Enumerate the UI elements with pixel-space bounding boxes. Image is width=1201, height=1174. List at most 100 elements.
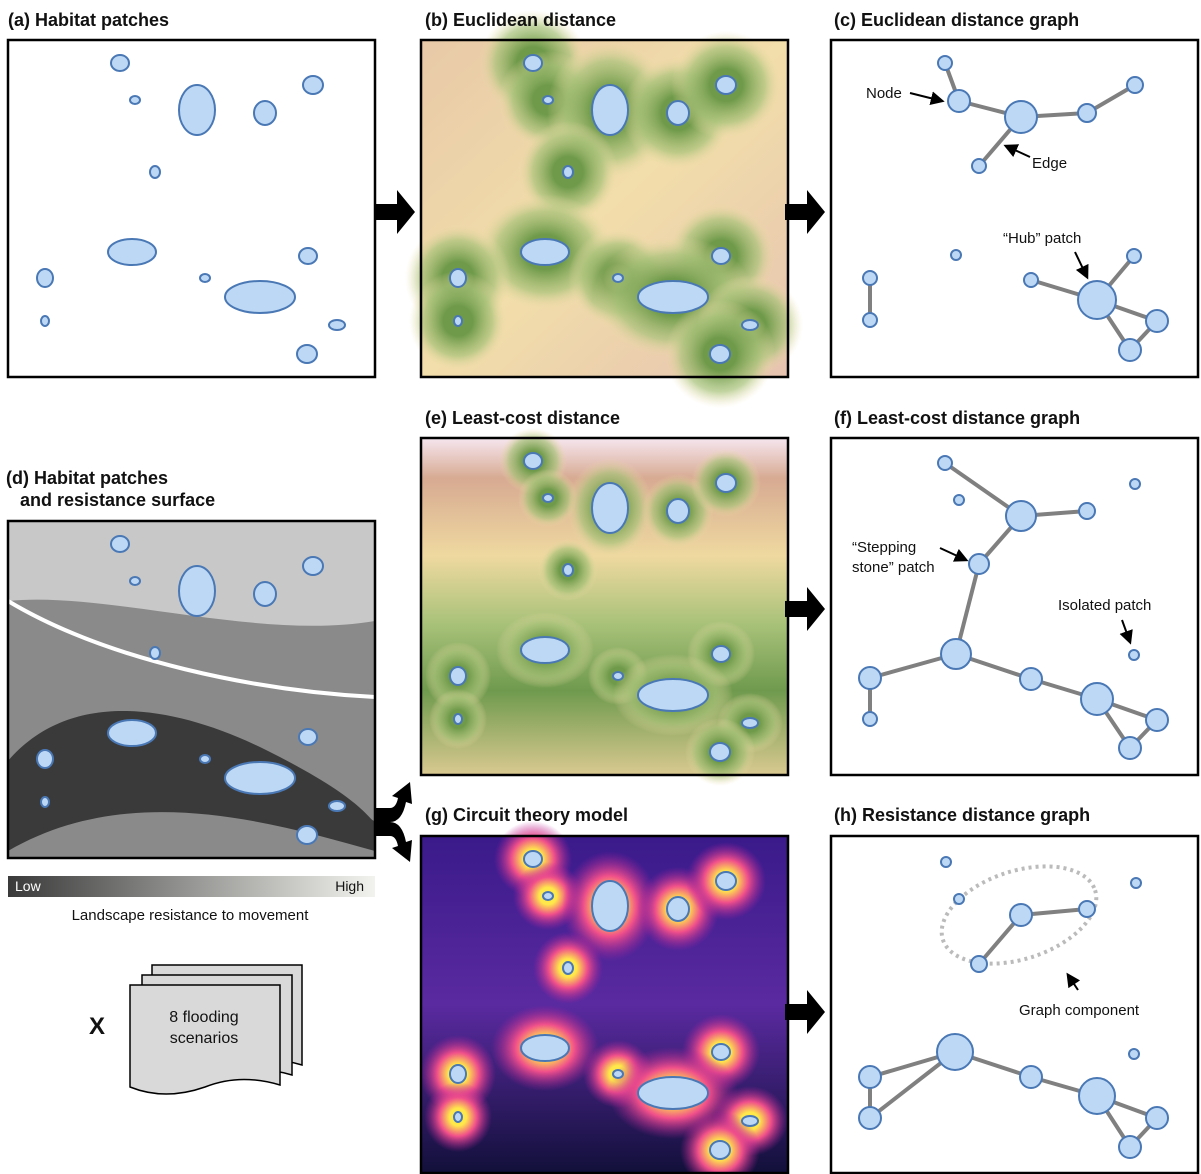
habitat-patch [592, 881, 628, 931]
graph-node [1129, 1049, 1139, 1059]
habitat-patch [710, 345, 730, 363]
habitat-patch [303, 557, 323, 575]
habitat-patch [742, 718, 758, 728]
habitat-patch [225, 762, 295, 794]
panel-title-text: Habitat patches [35, 10, 169, 30]
graph-node [1078, 281, 1116, 319]
panel-title: (e) Least-cost distance [425, 408, 620, 428]
legend-caption: Landscape resistance to movement [72, 907, 310, 924]
graph-node [1081, 683, 1113, 715]
habitat-patch [41, 797, 49, 807]
graph-node [972, 159, 986, 173]
habitat-patch [710, 743, 730, 761]
flow-arrow [785, 190, 825, 234]
panel-title: (c) Euclidean distance graph [834, 10, 1079, 30]
legend-low: Low [15, 878, 42, 894]
habitat-patch [454, 1112, 462, 1122]
habitat-patch [592, 483, 628, 533]
annotation: stone” patch [852, 559, 935, 576]
graph-node [863, 271, 877, 285]
habitat-patch [563, 962, 573, 974]
graph-node [1127, 249, 1141, 263]
panel-label: (e) [425, 408, 447, 428]
panel-label: (f) [834, 408, 852, 428]
graph-node [1129, 650, 1139, 660]
graph-node [1146, 310, 1168, 332]
panel-title: and resistance surface [20, 490, 215, 510]
habitat-patch [524, 55, 542, 71]
graph-node [1079, 1078, 1115, 1114]
graph-node [863, 712, 877, 726]
habitat-patch [638, 1077, 708, 1109]
panel-title-text: Least-cost distance graph [857, 408, 1080, 428]
habitat-patch [299, 729, 317, 745]
panel-label: (g) [425, 805, 448, 825]
graph-node [1006, 501, 1036, 531]
habitat-patch [592, 85, 628, 135]
habitat-patch [710, 1141, 730, 1159]
habitat-patch [108, 239, 156, 265]
graph-node [1119, 1136, 1141, 1158]
panel-background [831, 836, 1198, 1173]
graph-node [951, 250, 961, 260]
habitat-patch [297, 826, 317, 844]
habitat-patch [297, 345, 317, 363]
habitat-patch [613, 672, 623, 680]
habitat-patch [329, 320, 345, 330]
habitat-patch [450, 667, 466, 685]
panel-title: (d) Habitat patches [6, 468, 168, 488]
habitat-patch [454, 316, 462, 326]
habitat-patch [638, 679, 708, 711]
habitat-patch [254, 101, 276, 125]
habitat-patch [111, 536, 129, 552]
graph-node [1020, 1066, 1042, 1088]
habitat-patch [667, 101, 689, 125]
graph-node [938, 456, 952, 470]
habitat-patch [303, 76, 323, 94]
graph-node [1079, 901, 1095, 917]
habitat-patch [712, 248, 730, 264]
graph-node [1119, 737, 1141, 759]
habitat-patch [613, 274, 623, 282]
graph-node [1130, 479, 1140, 489]
panel-title: (a) Habitat patches [8, 10, 169, 30]
habitat-patch [200, 274, 210, 282]
scenario-text: 8 flooding [169, 1009, 238, 1026]
flow-arrow [375, 190, 415, 234]
habitat-patch [254, 582, 276, 606]
habitat-patch [742, 1116, 758, 1126]
habitat-patch [150, 166, 160, 178]
habitat-patch [130, 577, 140, 585]
habitat-patch [563, 564, 573, 576]
panel-label: (c) [834, 10, 856, 30]
habitat-patch [111, 55, 129, 71]
graph-node [1119, 339, 1141, 361]
annotation: Edge [1032, 155, 1067, 172]
panel-label: (b) [425, 10, 448, 30]
panel-title-text: Euclidean distance graph [861, 10, 1079, 30]
habitat-patch [37, 269, 53, 287]
habitat-patch [716, 474, 736, 492]
habitat-patch [524, 851, 542, 867]
graph-node [1131, 878, 1141, 888]
fork-arrow [376, 782, 412, 862]
habitat-patch [638, 281, 708, 313]
graph-node [1146, 709, 1168, 731]
graph-node [971, 956, 987, 972]
legend-bar [8, 876, 375, 897]
graph-node [1020, 668, 1042, 690]
flow-arrow [785, 990, 825, 1034]
graph-node [859, 1066, 881, 1088]
habitat-patch [543, 96, 553, 104]
panel-label: (h) [834, 805, 857, 825]
graph-node [941, 639, 971, 669]
graph-node [1005, 101, 1037, 133]
habitat-patch [329, 801, 345, 811]
graph-node [954, 495, 964, 505]
panel-label: (a) [8, 10, 30, 30]
graph-node [1146, 1107, 1168, 1129]
graph-node [1078, 104, 1096, 122]
graph-node [859, 1107, 881, 1129]
graph-node [1010, 904, 1032, 926]
habitat-patch [712, 646, 730, 662]
